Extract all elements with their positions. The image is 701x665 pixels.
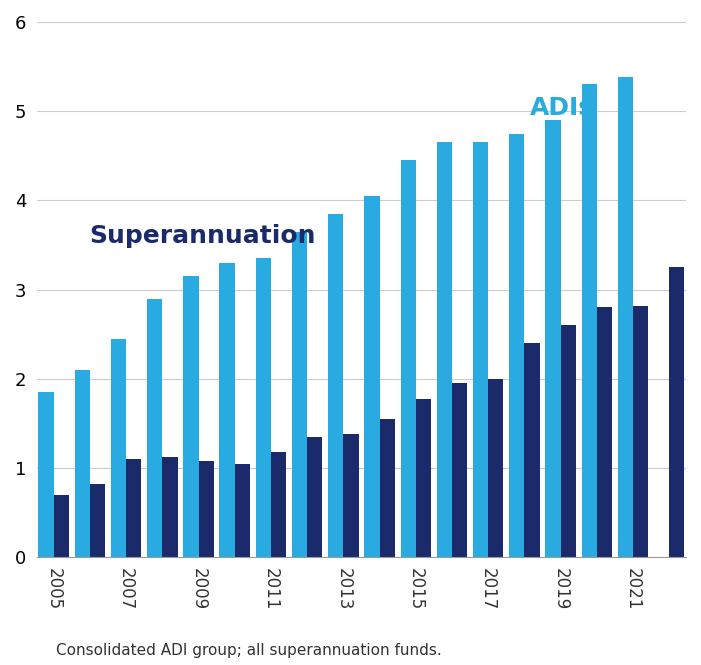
Bar — [365, 196, 379, 557]
Bar — [633, 306, 648, 557]
Bar — [473, 142, 488, 557]
Text: Consolidated ADI group; all superannuation funds.: Consolidated ADI group; all superannuati… — [56, 643, 442, 658]
Bar — [328, 214, 343, 557]
Bar — [416, 400, 431, 557]
Bar — [488, 379, 503, 557]
Bar — [307, 437, 322, 557]
Bar — [271, 452, 286, 557]
Bar — [545, 120, 561, 557]
Text: Superannuation: Superannuation — [89, 224, 315, 248]
Bar — [74, 370, 90, 557]
Bar — [126, 459, 142, 557]
Bar — [524, 343, 540, 557]
Bar — [54, 495, 69, 557]
Bar — [669, 267, 684, 557]
Bar — [509, 134, 524, 557]
Bar — [437, 142, 452, 557]
Bar — [111, 338, 126, 557]
Bar — [597, 307, 612, 557]
Bar — [256, 259, 271, 557]
Bar — [219, 263, 235, 557]
Bar — [39, 392, 54, 557]
Bar — [452, 383, 468, 557]
Bar — [163, 458, 177, 557]
Bar — [235, 464, 250, 557]
Text: ADIs: ADIs — [530, 96, 594, 120]
Bar — [379, 419, 395, 557]
Bar — [90, 484, 105, 557]
Bar — [618, 77, 633, 557]
Bar — [183, 276, 198, 557]
Bar — [582, 84, 597, 557]
Bar — [198, 461, 214, 557]
Bar — [400, 160, 416, 557]
Bar — [292, 231, 307, 557]
Bar — [343, 434, 359, 557]
Bar — [147, 299, 163, 557]
Bar — [561, 325, 576, 557]
